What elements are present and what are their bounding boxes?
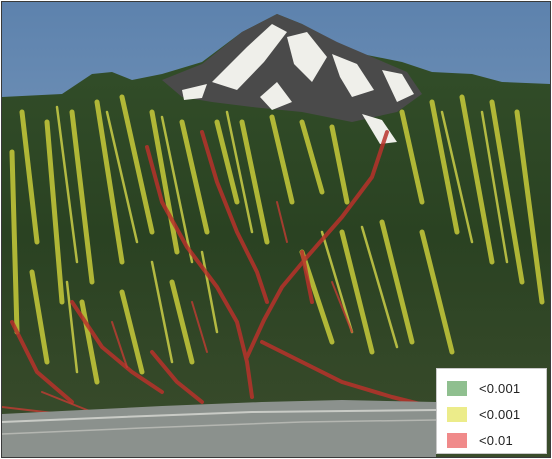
legend-label: <0.01 bbox=[479, 432, 513, 448]
yellow-zones bbox=[9, 94, 545, 385]
legend-label: <0.001 bbox=[479, 380, 521, 396]
map-legend: <0.001 <0.001 <0.01 bbox=[436, 368, 547, 454]
legend-item-yellow: <0.001 bbox=[447, 401, 546, 427]
legend-item-green: <0.001 bbox=[447, 375, 546, 401]
mountain-slope bbox=[2, 14, 550, 457]
legend-swatch-green bbox=[447, 380, 467, 396]
red-zones bbox=[10, 130, 434, 409]
yellow-zones-thin bbox=[55, 105, 509, 374]
legend-item-red: <0.01 bbox=[447, 427, 546, 453]
valley-floor bbox=[2, 400, 436, 457]
road bbox=[2, 419, 437, 435]
snow-patches bbox=[182, 24, 414, 144]
legend-swatch-yellow bbox=[447, 406, 467, 422]
legend-label: <0.001 bbox=[479, 406, 521, 422]
legend-swatch-red bbox=[447, 432, 467, 448]
road bbox=[2, 409, 437, 423]
